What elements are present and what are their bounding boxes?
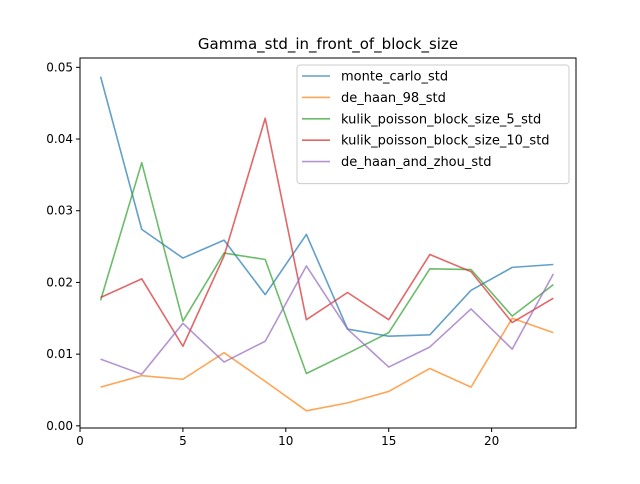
y-tick-label: 0.01 xyxy=(46,347,73,361)
x-tick-label: 10 xyxy=(278,434,293,448)
legend-label: monte_carlo_std xyxy=(341,70,448,85)
y-tick-label: 0.05 xyxy=(46,60,73,74)
series-line-kulik-poisson-block-size-5-std xyxy=(99,161,554,375)
series-line-kulik-poisson-block-size-10-std xyxy=(100,117,554,348)
legend: monte_carlo_std de_haan_98_std kulik_poiss… xyxy=(296,64,570,185)
series-line-de-haan-98-std xyxy=(100,317,554,412)
y-tick-label: 0.03 xyxy=(46,204,73,218)
y-tick-label: 0.04 xyxy=(46,132,73,146)
y-axis: 0.00 0.01 0.02 0.03 0.04 0.05 xyxy=(46,60,80,433)
x-tick-label: 0 xyxy=(76,434,84,448)
legend-label: de_haan_98_std xyxy=(341,91,446,106)
plot-lines xyxy=(99,76,555,412)
x-tick-label: 20 xyxy=(484,434,499,448)
series-line-monte-carlo-std xyxy=(99,76,554,338)
series-line-de-haan-and-zhou-std xyxy=(100,265,555,376)
x-tick-label: 15 xyxy=(381,434,396,448)
x-tick-label: 5 xyxy=(179,434,187,448)
legend-box xyxy=(296,64,570,185)
legend-label: de_haan_and_zhou_std xyxy=(341,155,492,170)
axes-frame xyxy=(79,57,577,429)
y-tick-label: 0.02 xyxy=(46,275,73,289)
x-axis: 0 5 10 15 20 xyxy=(76,428,499,448)
legend-label: kulik_poisson_block_size_5_std xyxy=(341,112,541,127)
legend-label: kulik_poisson_block_size_10_std xyxy=(341,134,550,149)
y-tick-label: 0.00 xyxy=(46,419,73,433)
chart-title: Gamma_std_in_front_of_block_size xyxy=(198,35,458,54)
